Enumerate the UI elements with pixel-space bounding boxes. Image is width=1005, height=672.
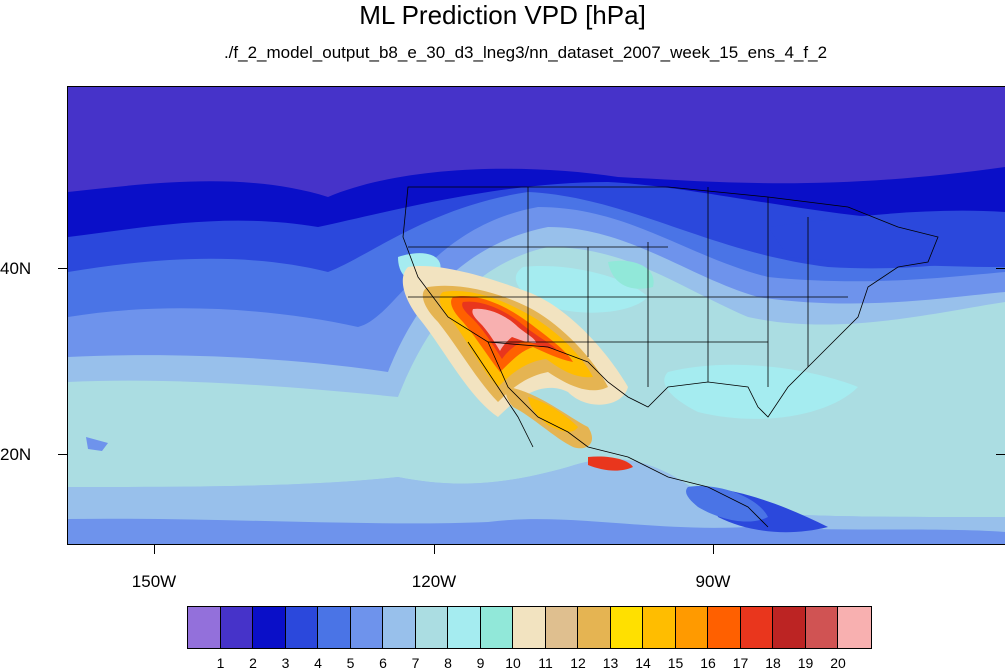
colorbar-label: 2 xyxy=(249,655,257,671)
colorbar-label: 13 xyxy=(602,655,619,671)
colorbar-label: 15 xyxy=(667,655,684,671)
colorbar-swatch xyxy=(480,607,513,648)
colorbar-swatch xyxy=(838,607,871,648)
colorbar-swatch xyxy=(253,607,286,648)
tick-20n-right xyxy=(996,454,1005,455)
colorbar-swatch xyxy=(675,607,708,648)
colorbar-swatch xyxy=(708,607,741,648)
tick-40n-left xyxy=(58,268,67,269)
colorbar-label: 20 xyxy=(830,655,846,671)
colorbar-swatch xyxy=(383,607,416,648)
colorbar-swatch xyxy=(448,607,481,648)
colorbar-swatch xyxy=(773,607,806,648)
vpd-map xyxy=(67,86,1005,545)
tick-20n-left xyxy=(58,454,67,455)
colorbar-label: 17 xyxy=(732,655,749,671)
tick-120w xyxy=(434,544,435,554)
colorbar-label: 19 xyxy=(797,655,814,671)
colorbar-label: 12 xyxy=(570,655,586,671)
colorbar-swatch xyxy=(188,607,221,648)
colorbar-label: 18 xyxy=(765,655,781,671)
colorbar-swatch xyxy=(318,607,351,648)
colorbar-label: 11 xyxy=(538,655,553,671)
tick-150w xyxy=(154,544,155,554)
lat-label-40n: 40N xyxy=(0,259,32,278)
map-subtitle: ./f_2_model_output_b8_e_30_d3_lneg3/nn_d… xyxy=(223,43,828,62)
colorbar-label: 10 xyxy=(505,655,521,671)
colorbar-swatch xyxy=(578,607,611,648)
colorbar-label: 4 xyxy=(314,655,322,671)
colorbar xyxy=(187,606,872,649)
map-title: ML Prediction VPD [hPa] xyxy=(359,0,646,30)
colorbar-label: 6 xyxy=(379,655,387,671)
colorbar-label: 16 xyxy=(700,655,716,671)
colorbar-swatch xyxy=(545,607,578,648)
lon-label-120w: 120W xyxy=(411,572,457,591)
tick-40n-right xyxy=(996,268,1005,269)
lon-label-150w: 150W xyxy=(131,572,177,591)
colorbar-label: 1 xyxy=(216,655,225,671)
colorbar-swatch xyxy=(610,607,643,648)
colorbar-swatch xyxy=(415,607,448,648)
tick-90w xyxy=(713,544,714,554)
colorbar-label: 7 xyxy=(411,655,420,671)
colorbar-label: 5 xyxy=(346,655,355,671)
colorbar-swatch xyxy=(285,607,318,648)
colorbar-label: 9 xyxy=(476,655,485,671)
colorbar-swatch xyxy=(740,607,773,648)
vpd-contour-field xyxy=(68,87,1005,544)
colorbar-swatch xyxy=(805,607,838,648)
lat-label-20n: 20N xyxy=(0,445,32,464)
colorbar-label: 8 xyxy=(444,655,452,671)
lon-label-90w: 90W xyxy=(695,572,731,591)
colorbar-label: 14 xyxy=(635,655,651,671)
colorbar-label: 3 xyxy=(281,655,290,671)
colorbar-swatch xyxy=(350,607,383,648)
colorbar-swatch xyxy=(643,607,676,648)
colorbar-swatch xyxy=(220,607,253,648)
colorbar-swatch xyxy=(513,607,546,648)
